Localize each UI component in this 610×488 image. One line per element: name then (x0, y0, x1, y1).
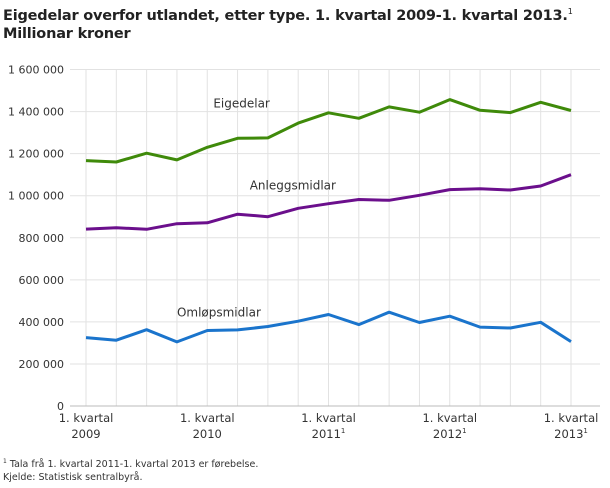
y-tick-label: 1 400 000 (8, 106, 64, 119)
series-line-omløpsmidlar (85, 310, 572, 344)
series-label: Eigedelar (213, 96, 270, 110)
chart-subtitle: Millionar kroner (3, 25, 131, 42)
x-tick-year: 20131 (554, 427, 588, 441)
footnote-mark: 1 (3, 458, 7, 465)
x-tick-label: 1. kvartal (422, 411, 477, 425)
series-label: Omløpsmidlar (177, 306, 261, 320)
series-label: Anleggsmidlar (250, 178, 336, 192)
x-tick-footnote-mark: 1 (462, 427, 466, 435)
footnote-text: Tala frå 1. kvartal 2011-1. kvartal 2013… (9, 459, 259, 471)
x-tick-year: 2010 (193, 427, 222, 441)
x-tick-label: 1. kvartal (59, 411, 114, 425)
x-tick-year: 2009 (71, 427, 100, 441)
y-tick-label: 400 000 (19, 316, 65, 329)
y-tick-label: 1 200 000 (8, 148, 64, 161)
title-footnote-mark: 1 (567, 7, 573, 16)
y-tick-label: 1 600 000 (8, 64, 64, 77)
x-tick-label: 1. kvartal (180, 411, 235, 425)
x-tick-label: 1. kvartal (301, 411, 356, 425)
source: Kjelde: Statistisk sentralbyrå. (3, 472, 143, 483)
x-tick-footnote-mark: 1 (583, 427, 587, 435)
x-tick-year: 20121 (433, 427, 467, 441)
chart-title: Eigedelar overfor utlandet, etter type. … (3, 3, 573, 43)
y-tick-label: 0 (57, 400, 64, 413)
series-line-anleggsmidlar (85, 173, 572, 231)
x-tick-year: 20111 (312, 427, 346, 441)
title-text: Eigedelar overfor utlandet, etter type. … (3, 7, 568, 24)
series-line-eigedelar (85, 98, 572, 164)
x-tick-label: 1. kvartal (544, 411, 599, 425)
y-tick-label: 1 000 000 (8, 190, 64, 203)
y-tick-label: 200 000 (19, 358, 65, 371)
x-tick-footnote-mark: 1 (341, 427, 345, 435)
footnote: 1 Tala frå 1. kvartal 2011-1. kvartal 20… (3, 458, 258, 470)
y-tick-label: 600 000 (19, 274, 65, 287)
y-tick-label: 800 000 (19, 232, 65, 245)
